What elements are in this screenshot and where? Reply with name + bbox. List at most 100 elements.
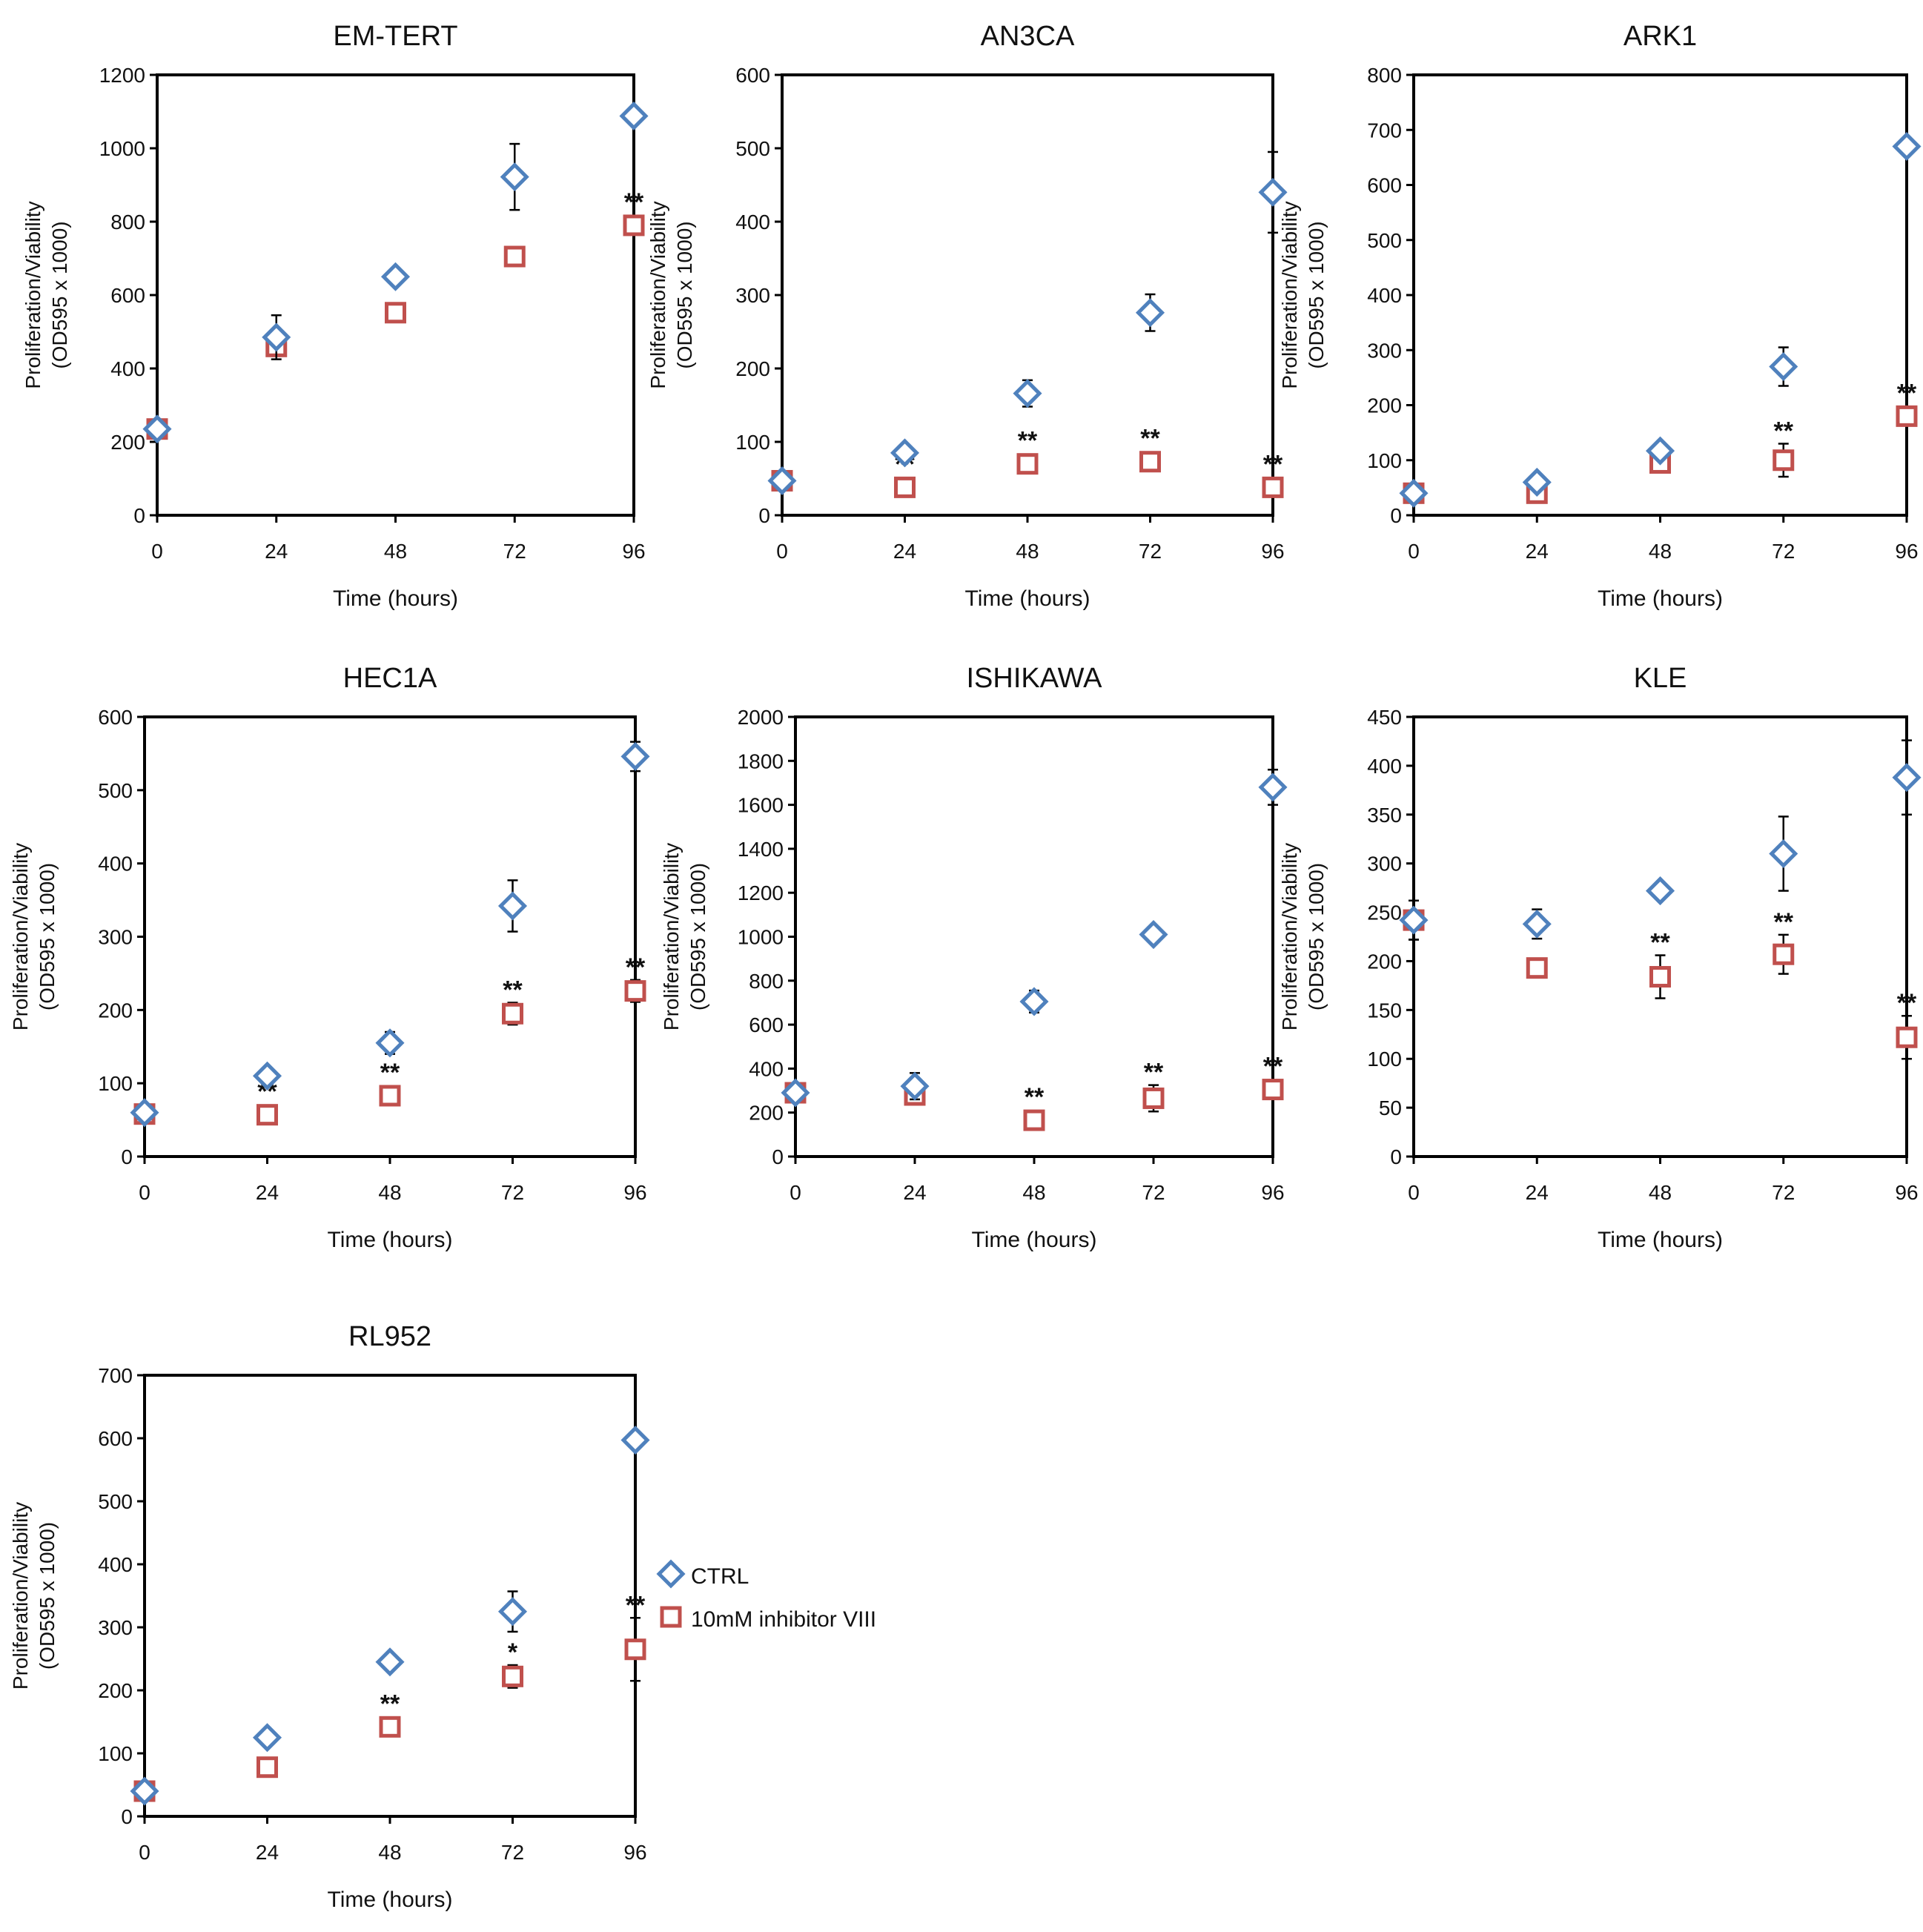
y-axis-label-line2: (OD595 x 1000) [1305,221,1328,368]
ctrl-point [767,466,797,496]
y-tick-label: 100 [1367,449,1402,472]
inhibitor-point [385,302,406,324]
y-axis-label-line2: (OD595 x 1000) [48,221,71,368]
y-axis-label: Proliferation/Viability (OD595 x 1000) [660,843,709,1030]
y-tick-label: 600 [749,1013,784,1036]
legend-ctrl-label: CTRL [691,1564,749,1589]
y-tick-label: 1000 [99,137,145,160]
x-tick-label: 96 [622,540,645,563]
y-tick-label: 1200 [738,881,784,904]
y-axis-label: Proliferation/Viability (OD595 x 1000) [21,201,71,388]
inhibitor-point [894,476,916,498]
inhibitor-point [1649,966,1671,988]
y-tick-label: 0 [133,504,145,527]
x-tick-label: 72 [1772,1181,1795,1204]
ctrl-point [890,438,920,468]
chart-title: EM-TERT [333,21,457,52]
ctrl-point [1139,919,1168,950]
inhibitor-point [1016,453,1039,475]
significance-mark: ** [1263,450,1283,478]
chart-panel-hec1a: HEC1A 0 100 200 300 400 500 600 0 24 48 72 96 Time (h… [9,663,650,1252]
chart-title: AN3CA [981,21,1075,52]
inhibitor-point [1262,1079,1284,1101]
ctrl-point [1892,131,1922,162]
series-ctrl [767,150,1288,496]
y-tick-label: 100 [735,431,770,454]
ctrl-point [1892,763,1922,793]
inhibitor-point [256,1756,278,1779]
ctrl-point [1399,905,1429,935]
chart-title: KLE [1634,663,1687,694]
chart-panel-kle: KLE 0 50 100 150 200 250 300 350 400 450 0 24 48 72 96 T… [1278,663,1922,1252]
series-ctrl [1399,131,1922,508]
y-tick-label: 800 [749,970,784,993]
y-tick-label: 200 [98,1679,133,1702]
y-axis-label-line1: Proliferation/Viability [21,201,44,388]
inhibitor-point [623,214,645,236]
x-axis-label: Time (hours) [1598,1228,1723,1252]
inhibitor-point [1773,449,1795,472]
x-tick-label: 24 [893,540,916,563]
ctrl-point [1769,838,1798,869]
inhibitor-point [1023,1109,1045,1131]
y-tick-label: 700 [1367,119,1402,142]
chart-title: ISHIKAWA [967,663,1103,694]
x-tick-label: 48 [378,1841,401,1864]
y-tick-label: 0 [1390,504,1402,527]
y-axis-label-line1: Proliferation/Viability [1278,201,1301,388]
plot-frame [156,73,635,517]
x-tick-label: 24 [256,1841,279,1864]
ctrl-point [900,1071,930,1101]
ctrl-point [1399,478,1429,508]
ctrl-point [497,891,528,921]
y-tick-label: 500 [735,137,770,160]
ctrl-point [130,1098,159,1128]
significance-mark: * [508,1638,518,1667]
y-axis-label-line2: (OD595 x 1000) [1305,863,1328,1010]
significance-mark: ** [1144,1059,1164,1087]
significance-mark: ** [1140,425,1160,453]
x-tick-label: 0 [139,1841,150,1864]
inhibitor-point [256,1104,278,1126]
y-tick-label: 450 [1367,706,1402,729]
significance-mark: ** [1018,427,1038,455]
chart-panel-rl952: RL952 0 100 200 300 400 500 600 700 0 24 48 72 96 Time… [9,1321,650,1912]
legend-ctrl-marker [656,1559,686,1589]
y-tick-label: 400 [735,211,770,234]
x-tick-label: 96 [623,1181,646,1204]
inhibitor-point [379,1716,401,1738]
y-tick-label: 200 [110,431,145,454]
y-tick-label: 300 [1367,853,1402,876]
series-ctrl [781,768,1288,1108]
x-tick-label: 0 [1408,1181,1420,1204]
y-axis-label-line1: Proliferation/Viability [9,843,32,1030]
ctrl-point [130,1776,159,1806]
significance-mark: ** [1897,989,1917,1017]
y-axis-label-line2: (OD595 x 1000) [686,863,709,1010]
x-tick-label: 48 [1022,1181,1045,1204]
y-tick-label: 800 [110,211,145,234]
x-tick-label: 72 [1772,540,1795,563]
ctrl-point [1522,909,1552,939]
y-tick-label: 500 [1367,229,1402,252]
x-axis-label: Time (hours) [333,586,458,611]
x-axis-label: Time (hours) [972,1228,1097,1252]
significance-mark: ** [1650,929,1670,957]
ctrl-point [1258,773,1288,802]
x-tick-label: 0 [1408,540,1420,563]
y-axis-label: Proliferation/Viability (OD595 x 1000) [1278,201,1328,388]
inhibitor-point [1142,1087,1165,1109]
x-tick-label: 48 [1649,1181,1672,1204]
y-tick-label: 100 [98,1742,133,1765]
y-tick-label: 100 [1367,1048,1402,1071]
y-tick-label: 2000 [738,706,784,729]
inhibitor-point [624,980,646,1002]
x-tick-label: 0 [776,540,788,563]
significance-mark: ** [1897,379,1917,407]
ctrl-point [1645,436,1675,466]
x-tick-label: 0 [139,1181,150,1204]
series-ctrl [142,101,649,444]
y-tick-label: 500 [98,779,133,802]
x-tick-label: 24 [256,1181,279,1204]
y-axis-label: Proliferation/Viability (OD595 x 1000) [646,201,696,388]
